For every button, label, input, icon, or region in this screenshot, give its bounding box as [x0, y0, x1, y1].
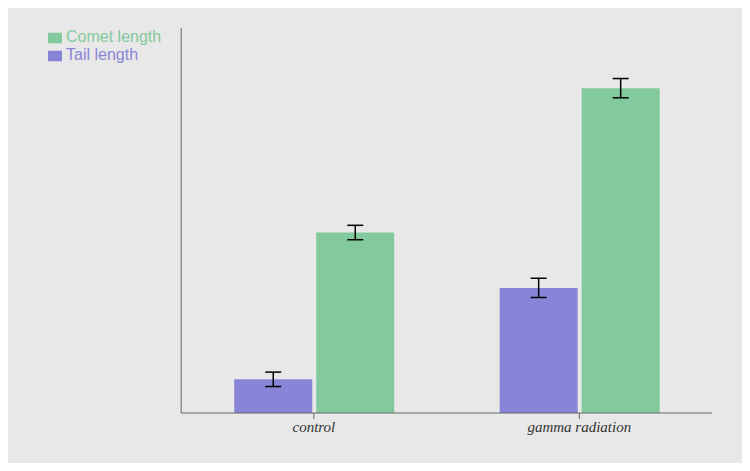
html-text:Tail length: Tail length — [66, 46, 138, 63]
html-text:Comet length: Comet length — [66, 28, 162, 45]
svg-text:gamma radiation: gamma radiation — [527, 419, 631, 435]
svg-text:control: control — [292, 419, 335, 435]
